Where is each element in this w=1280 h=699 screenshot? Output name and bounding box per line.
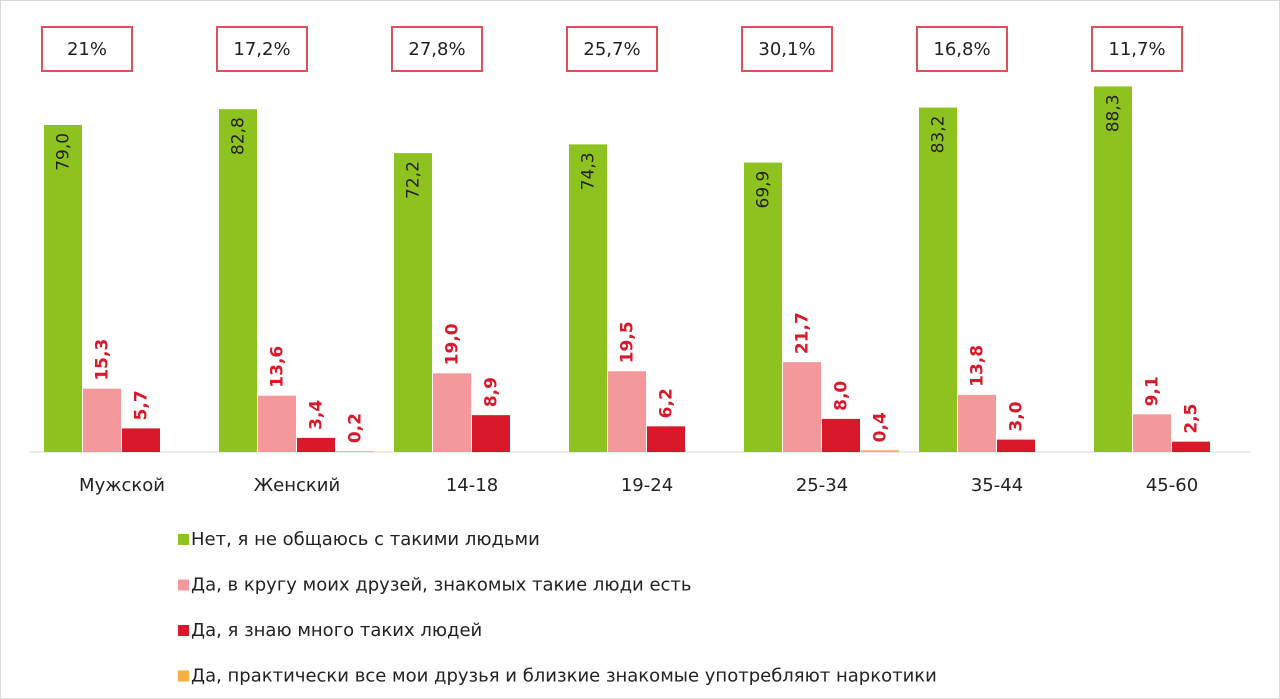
legend-swatch bbox=[178, 670, 189, 682]
value-label: 0,4 bbox=[871, 412, 891, 442]
value-label: 19,5 bbox=[618, 321, 638, 363]
value-label: 72,2 bbox=[404, 161, 424, 199]
bar bbox=[569, 144, 607, 452]
value-label: 5,7 bbox=[132, 390, 152, 420]
value-label: 19,0 bbox=[443, 323, 463, 365]
annotation-box bbox=[1091, 26, 1183, 72]
legend-swatch bbox=[178, 625, 189, 636]
annotation-box bbox=[41, 26, 133, 72]
bar bbox=[433, 373, 471, 452]
annotation-box bbox=[741, 26, 833, 72]
annotation: 11,7% bbox=[1108, 39, 1165, 60]
annotation: 17,2% bbox=[233, 39, 290, 60]
annotation-box bbox=[391, 26, 483, 72]
bar bbox=[1133, 414, 1171, 452]
bar bbox=[336, 451, 374, 452]
bar bbox=[783, 362, 821, 452]
bar bbox=[744, 162, 782, 452]
bar bbox=[122, 428, 160, 452]
value-label: 8,9 bbox=[482, 377, 502, 407]
legend-swatch bbox=[178, 579, 189, 591]
value-label: 8,0 bbox=[832, 381, 852, 411]
x-tick-label: 14-18 bbox=[446, 475, 498, 496]
value-label: 0,2 bbox=[346, 413, 366, 443]
legend-label: Нет, я не общаюсь с такими людьми bbox=[191, 529, 540, 550]
bar bbox=[997, 439, 1035, 452]
bar bbox=[958, 394, 996, 452]
x-tick-label: 35-44 bbox=[971, 475, 1023, 496]
value-label: 13,6 bbox=[268, 346, 288, 388]
value-label: 88,3 bbox=[1104, 94, 1124, 132]
annotation-box bbox=[566, 26, 658, 72]
bar bbox=[1172, 441, 1210, 452]
x-tick-label: 25-34 bbox=[796, 475, 848, 496]
bar bbox=[83, 388, 121, 452]
bar bbox=[44, 124, 82, 452]
bar bbox=[822, 418, 860, 452]
value-label: 3,0 bbox=[1007, 401, 1027, 431]
bar bbox=[608, 371, 646, 452]
value-label: 9,1 bbox=[1143, 376, 1163, 406]
annotation: 21% bbox=[67, 39, 107, 60]
bar bbox=[861, 450, 899, 452]
legend-label: Да, я знаю много таких людей bbox=[191, 620, 482, 641]
value-label: 74,3 bbox=[579, 152, 599, 190]
legend-swatch bbox=[178, 534, 189, 545]
value-label: 13,8 bbox=[968, 345, 988, 387]
bar bbox=[1094, 86, 1132, 453]
bar bbox=[394, 153, 432, 453]
x-tick-label: Женский bbox=[254, 475, 340, 496]
value-label: 79,0 bbox=[54, 133, 74, 171]
value-label: 2,5 bbox=[1182, 404, 1202, 434]
annotation: 27,8% bbox=[408, 39, 465, 60]
annotation-box bbox=[916, 26, 1008, 72]
annotation: 30,1% bbox=[758, 39, 815, 60]
legend-label: Да, в кругу моих друзей, знакомых такие … bbox=[191, 575, 692, 596]
value-label: 21,7 bbox=[793, 312, 813, 354]
annotation-box bbox=[216, 26, 308, 72]
bar bbox=[258, 395, 296, 452]
x-tick-label: Мужской bbox=[79, 475, 165, 496]
bar bbox=[647, 426, 685, 452]
value-label: 6,2 bbox=[657, 388, 677, 418]
bar bbox=[472, 415, 510, 452]
value-label: 69,9 bbox=[754, 171, 774, 209]
x-tick-label: 45-60 bbox=[1146, 475, 1198, 496]
x-tick-label: 19-24 bbox=[621, 475, 673, 496]
value-label: 3,4 bbox=[307, 400, 327, 430]
legend-label: Да, практически все мои друзья и близкие… bbox=[191, 666, 937, 687]
value-label: 15,3 bbox=[93, 339, 113, 381]
annotation: 25,7% bbox=[583, 39, 640, 60]
annotation: 16,8% bbox=[933, 39, 990, 60]
bar bbox=[297, 437, 335, 452]
value-label: 82,8 bbox=[229, 117, 249, 155]
bar bbox=[919, 107, 957, 452]
bar bbox=[219, 109, 257, 452]
value-label: 83,2 bbox=[929, 116, 949, 154]
